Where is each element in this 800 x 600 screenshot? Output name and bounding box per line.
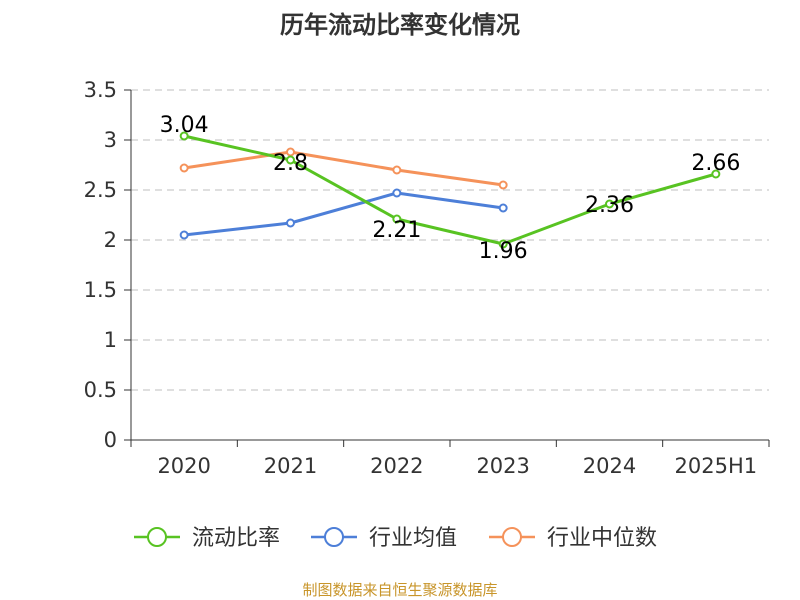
series-line <box>183 191 504 237</box>
data-point[interactable] <box>179 131 189 141</box>
y-tick-label: 2.5 <box>84 178 117 202</box>
y-tick-label: 0 <box>104 428 117 452</box>
data-point[interactable] <box>498 180 508 190</box>
data-label: 2.36 <box>585 193 634 218</box>
y-tick-label: 0.5 <box>84 378 117 402</box>
legend-label: 行业中位数 <box>547 526 657 551</box>
data-labels: 3.04 2.8 2.21 1.96 2.36 2.66 <box>160 113 741 264</box>
data-point[interactable] <box>498 203 508 213</box>
data-point[interactable] <box>392 188 402 198</box>
data-point[interactable] <box>392 214 402 224</box>
series-1 <box>179 188 508 240</box>
y-tick-label: 1.5 <box>84 278 117 302</box>
x-tick-label: 2024 <box>583 454 636 478</box>
x-tick-label: 2020 <box>157 454 210 478</box>
series-line <box>183 134 717 246</box>
data-label: 1.96 <box>479 239 528 264</box>
data-label: 2.66 <box>691 151 740 176</box>
data-point[interactable] <box>605 199 614 209</box>
series-line <box>183 150 504 187</box>
data-point[interactable] <box>286 155 295 165</box>
series-layer <box>179 131 721 249</box>
legend-marker <box>502 527 522 547</box>
x-tick-label: 2023 <box>476 454 529 478</box>
legend-item[interactable]: 流动比率 <box>134 526 280 551</box>
y-tick-label: 3 <box>104 128 117 152</box>
y-tick-label: 1 <box>104 328 117 352</box>
x-tick-label: 2021 <box>264 454 317 478</box>
legend-marker <box>147 527 167 547</box>
x-tick-label: 2022 <box>370 454 423 478</box>
legend-label: 行业均值 <box>369 526 457 551</box>
source-note: 制图数据来自恒生聚源数据库 <box>302 581 497 599</box>
x-tick-label: 2025H1 <box>675 454 758 478</box>
legend-label: 流动比率 <box>192 526 280 551</box>
data-point[interactable] <box>711 169 721 179</box>
legend-marker <box>324 527 344 547</box>
data-point[interactable] <box>179 230 189 240</box>
data-point[interactable] <box>392 165 402 175</box>
y-tick-label: 2 <box>104 228 117 252</box>
data-point[interactable] <box>179 163 189 173</box>
grid-lines <box>131 89 769 391</box>
y-tick-label: 3.5 <box>84 78 117 102</box>
chart-title: 历年流动比率变化情况 <box>280 11 520 39</box>
data-label: 3.04 <box>160 113 209 138</box>
data-point[interactable] <box>286 218 295 228</box>
data-point[interactable] <box>498 239 508 249</box>
data-label: 2.8 <box>273 151 308 176</box>
axes: 0 0.5 1 1.5 2 2.5 3 3.5 2020 2021 2022 2023 2024 2025… <box>84 78 770 478</box>
series-2 <box>179 147 508 190</box>
legend-item[interactable]: 行业中位数 <box>489 526 657 551</box>
data-label: 2.21 <box>372 218 421 243</box>
series-0 <box>179 131 721 249</box>
legend: 流动比率 行业均值 行业中位数 <box>134 526 657 551</box>
legend-item[interactable]: 行业均值 <box>311 526 457 551</box>
